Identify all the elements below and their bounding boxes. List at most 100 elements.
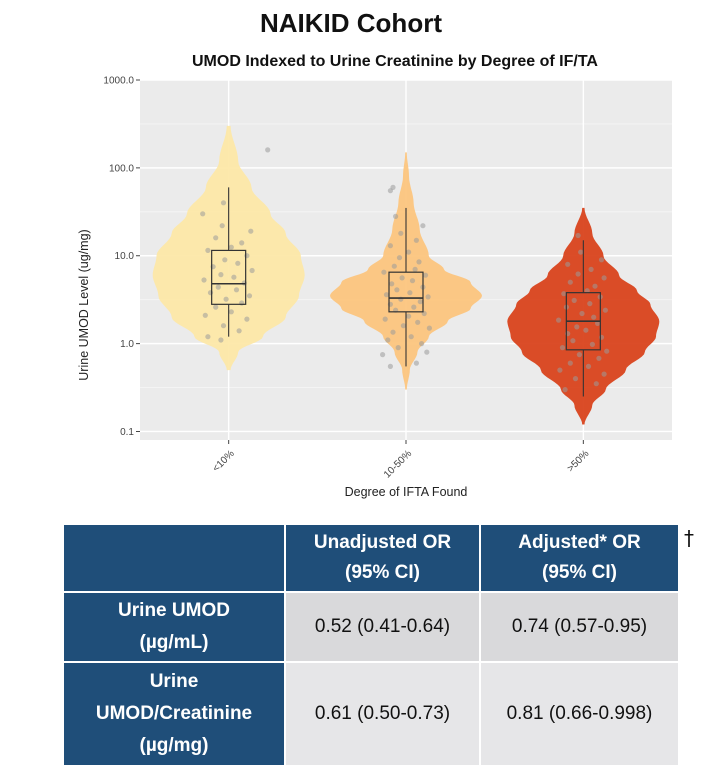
row-label-line: Urine (149, 671, 199, 692)
data-point (601, 275, 607, 281)
box-1 (388, 271, 424, 313)
data-point (382, 316, 388, 322)
y-axis-label: Urine UMOD Level (ug/mg) (77, 229, 91, 380)
data-point (200, 211, 206, 217)
x-axis-label: Degree of IFTA Found (345, 485, 468, 499)
cell-umod-adjusted: 0.74 (0.57-0.95) (481, 593, 678, 661)
data-point (584, 288, 590, 294)
data-point (231, 274, 237, 280)
data-point (589, 341, 596, 347)
data-point (406, 249, 412, 255)
data-point (390, 329, 396, 335)
data-point (220, 323, 227, 329)
data-point (561, 291, 567, 297)
data-point (575, 232, 581, 239)
data-point (422, 272, 429, 278)
data-point (426, 325, 432, 331)
data-point (385, 337, 391, 343)
data-point (387, 188, 393, 194)
row-label-line: UMOD/Creatinine (95, 703, 253, 724)
data-point (202, 312, 208, 318)
data-point (557, 367, 563, 373)
data-point (406, 313, 412, 319)
data-point (222, 257, 228, 263)
data-point (207, 290, 214, 296)
y-tick-label: 1.0 (120, 339, 134, 350)
data-point (399, 275, 405, 281)
footnote-dagger: † (684, 526, 694, 550)
data-point (420, 223, 426, 229)
chart-title: UMOD Indexed to Urine Creatinine by Degr… (192, 53, 598, 70)
header-adjusted-line1: Adjusted* OR (518, 532, 641, 553)
data-point (583, 327, 589, 333)
data-point (391, 263, 397, 269)
data-point (565, 261, 571, 267)
data-point (246, 293, 253, 299)
data-point (588, 266, 594, 272)
data-point (408, 334, 414, 340)
data-point (398, 230, 404, 236)
header-unadjusted-or: Unadjusted OR (95% CI) (286, 525, 479, 591)
data-point (556, 317, 562, 323)
x-tick-label: >50% (565, 448, 591, 474)
data-point (233, 287, 240, 293)
data-point (213, 304, 219, 310)
row-label-line: (µg/mg) (139, 735, 209, 756)
data-point (602, 307, 609, 313)
box-0 (211, 249, 247, 305)
data-point (579, 310, 585, 317)
data-point (575, 271, 581, 277)
data-point (574, 324, 580, 330)
umod-violin-chart: UMOD Indexed to Urine Creatinine by Degr… (77, 53, 672, 499)
data-point (578, 249, 584, 255)
row-label-line: Urine UMOD (118, 600, 230, 621)
data-point (424, 349, 430, 355)
data-point (223, 296, 229, 302)
data-point (413, 360, 419, 366)
data-point (415, 319, 421, 325)
data-point (236, 328, 242, 334)
header-adjusted-or: Adjusted* OR (95% CI) (481, 525, 678, 591)
odds-ratio-table: Unadjusted OR (95% CI) Adjusted* OR (95%… (62, 523, 680, 767)
data-point (205, 247, 211, 253)
x-tick-label: 10-50% (382, 448, 414, 480)
data-point (235, 260, 241, 266)
cell-ratio-adjusted: 0.81 (0.66-0.998) (481, 663, 678, 765)
table-row: Urine UMOD/Creatinine (µg/mg) 0.61 (0.50… (64, 663, 678, 765)
data-point (409, 278, 416, 284)
data-point (595, 320, 601, 326)
row-label-urine-umod: Urine UMOD (µg/mL) (64, 593, 284, 661)
data-point (601, 371, 607, 377)
data-point (585, 363, 592, 369)
data-point (265, 147, 271, 153)
data-point (571, 297, 577, 303)
data-point (396, 255, 403, 261)
y-tick-label: 0.1 (120, 427, 134, 438)
data-point (572, 376, 579, 382)
y-tick-label: 100.0 (109, 163, 134, 174)
data-point (239, 240, 245, 246)
data-point (205, 334, 211, 340)
data-point (219, 223, 225, 229)
table-corner-cell (64, 525, 284, 591)
data-point (387, 363, 393, 369)
data-point (218, 337, 224, 343)
data-point (387, 243, 393, 249)
row-label-umod-creatinine: Urine UMOD/Creatinine (µg/mg) (64, 663, 284, 765)
header-adjusted-line2: (95% CI) (542, 562, 617, 583)
data-point (596, 355, 602, 361)
data-point (598, 257, 605, 263)
table-header-row: Unadjusted OR (95% CI) Adjusted* OR (95%… (64, 525, 678, 591)
data-point (393, 213, 399, 219)
data-point (567, 360, 573, 366)
table-row: Urine UMOD (µg/mL) 0.52 (0.41-0.64) 0.74… (64, 593, 678, 661)
data-point (215, 284, 221, 290)
data-point (593, 381, 599, 387)
violin-2 (507, 207, 660, 425)
data-point (604, 348, 610, 354)
x-tick-label: <10% (211, 448, 237, 474)
data-point (220, 200, 227, 206)
data-point (248, 228, 254, 234)
data-point (394, 287, 400, 293)
data-point (389, 281, 395, 287)
